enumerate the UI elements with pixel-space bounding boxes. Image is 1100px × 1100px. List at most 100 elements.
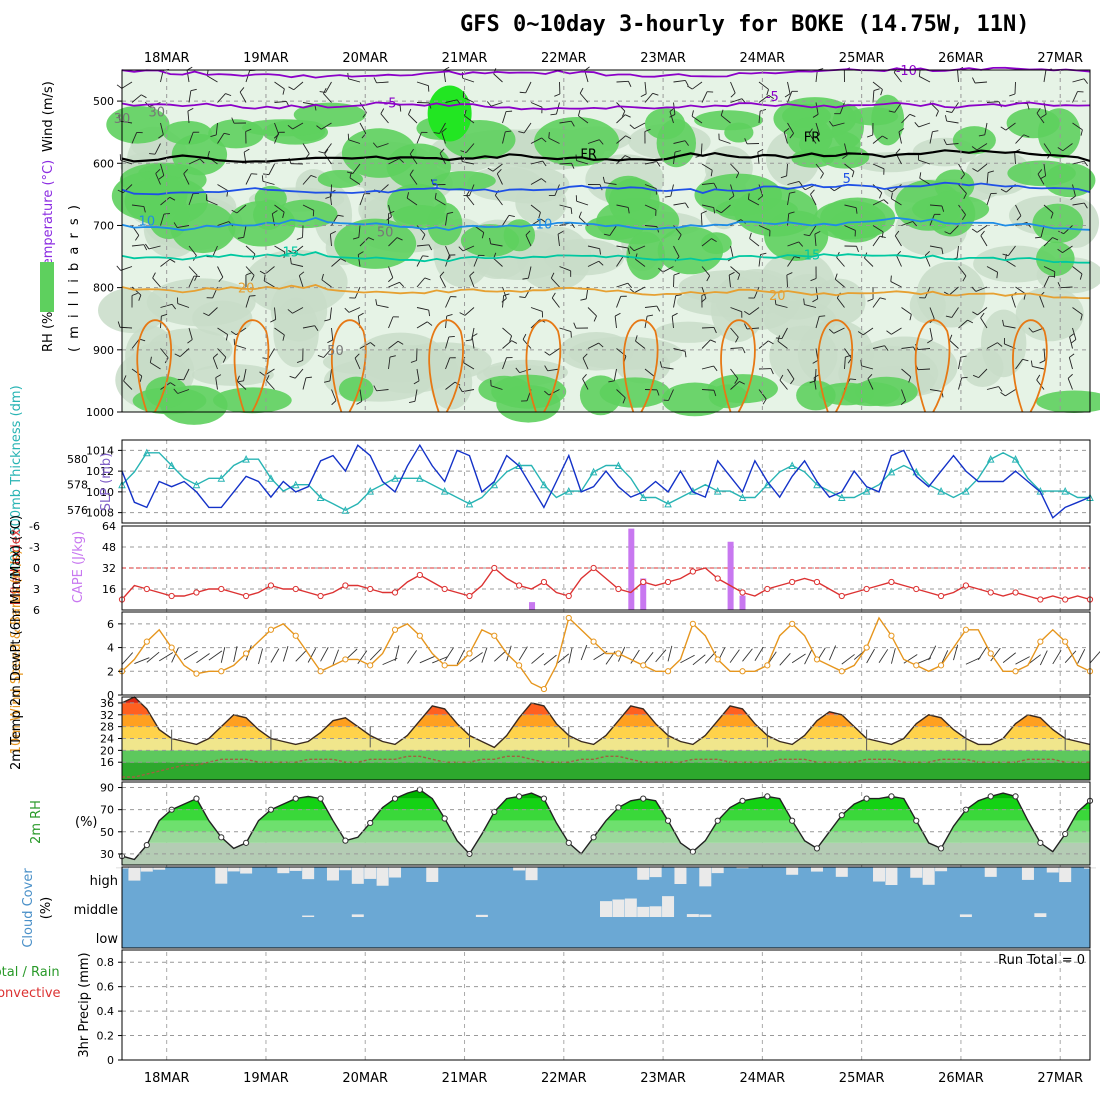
wind-barb: [388, 316, 394, 329]
cloud-high-gap: [1046, 867, 1059, 873]
wind-barb: [1072, 202, 1085, 206]
rh-area-moist: [733, 186, 818, 237]
wind-barb: [757, 152, 760, 165]
wind-barb: [389, 355, 396, 358]
rh-band: [122, 831, 1090, 843]
wind-barb: [217, 348, 227, 358]
precip-tick-label: 0: [107, 1054, 114, 1067]
precip-total-label: Total / Rain: [0, 965, 60, 980]
rh-area: [147, 328, 233, 371]
temperature-contour-25: [817, 319, 854, 413]
wind-barb: [465, 143, 475, 153]
wind-barb: [700, 143, 703, 156]
wind-barb: [713, 327, 717, 334]
contour-label: FR: [580, 147, 597, 162]
wind-barb: [855, 207, 858, 214]
surface-wind-barb: [196, 653, 210, 664]
wind-barb: [331, 258, 341, 267]
wind-barb: [891, 184, 902, 193]
wind-barb: [977, 163, 988, 172]
wind-barb: [599, 248, 602, 255]
rh-point: [813, 845, 821, 852]
wind-barb: [978, 368, 988, 378]
thickness-point: [391, 474, 399, 482]
cloud-high-gap: [302, 867, 315, 880]
wind-barb: [844, 225, 856, 231]
wind-barb: [541, 178, 547, 183]
wind-barb: [318, 151, 325, 154]
surface-wind-barb: [518, 646, 528, 661]
wind-barb: [331, 400, 337, 406]
wind-barb: [929, 245, 942, 249]
wind-barb: [701, 91, 708, 103]
thickness-point: [316, 493, 325, 501]
wind-barb: [701, 389, 715, 391]
wind-barb: [441, 131, 446, 144]
wind-barb: [409, 400, 416, 403]
wind-barb: [789, 191, 796, 194]
wind-barb: [302, 204, 314, 211]
wind-barb: [760, 109, 767, 112]
wind-barb: [346, 171, 353, 175]
surface-wind-barb: [580, 644, 588, 661]
wind-barb: [784, 93, 791, 98]
wind-barb: [758, 389, 767, 400]
wind-barb: [518, 131, 525, 134]
wind-speed-point: [292, 632, 299, 639]
wind-barb: [662, 266, 674, 273]
wind-barb: [833, 327, 845, 334]
wind-barb: [321, 279, 332, 288]
wind-barb: [274, 327, 285, 336]
temperature-contour-25: [720, 319, 756, 413]
wind-barb: [1030, 360, 1033, 367]
wind-barb: [548, 132, 550, 139]
wind-barb: [464, 109, 467, 116]
surface-wind-barb: [121, 652, 134, 665]
wind-barb: [691, 110, 694, 117]
wind-barb: [502, 286, 507, 299]
wind-barb: [976, 143, 988, 151]
wind-barb: [768, 95, 774, 100]
thickness-point: [440, 486, 449, 495]
rh-point: [218, 834, 225, 841]
wind-barb: [1069, 336, 1073, 349]
wind-barb: [1072, 122, 1083, 131]
rh-point: [193, 795, 200, 802]
rh-point: [1062, 830, 1069, 838]
wind-barb: [357, 254, 361, 267]
cloud-high-gap: [922, 867, 935, 885]
wind-barb: [616, 296, 622, 308]
wind-barb: [310, 175, 317, 178]
wind-barb: [462, 245, 475, 252]
wind-barb: [187, 111, 190, 124]
wind-barb: [349, 177, 361, 185]
thickness-point: [242, 455, 250, 463]
rh-label: RH (%): [41, 307, 56, 352]
wind-barb: [1043, 348, 1046, 361]
wind-barb: [245, 272, 252, 276]
rh-point: [888, 793, 895, 800]
wind-barb: [587, 342, 599, 349]
wind-barb: [971, 228, 978, 233]
wind-speed-point: [367, 662, 374, 669]
wind-barb: [867, 298, 874, 302]
cloud-high-gap: [215, 867, 228, 884]
wind-barb: [274, 100, 287, 103]
cloud-high-gap: [389, 867, 402, 878]
cloud-high-gap: [339, 867, 352, 871]
wind-barb: [237, 236, 244, 239]
wind-speed-point: [813, 656, 821, 663]
wind-barb: [217, 93, 226, 103]
wind-barb: [469, 271, 475, 277]
wind-barb: [1014, 81, 1016, 95]
wind-barb: [302, 102, 315, 106]
rh-area-moist: [657, 226, 724, 275]
wind-barb: [337, 214, 344, 217]
wind-barb: [856, 246, 859, 253]
wind-barb: [251, 275, 255, 281]
wind-barb: [410, 360, 417, 363]
wind-barb: [809, 225, 817, 236]
rh-legend-swatch: [40, 262, 54, 312]
cloud-high-gap: [525, 867, 538, 881]
wind-barb: [873, 88, 880, 91]
